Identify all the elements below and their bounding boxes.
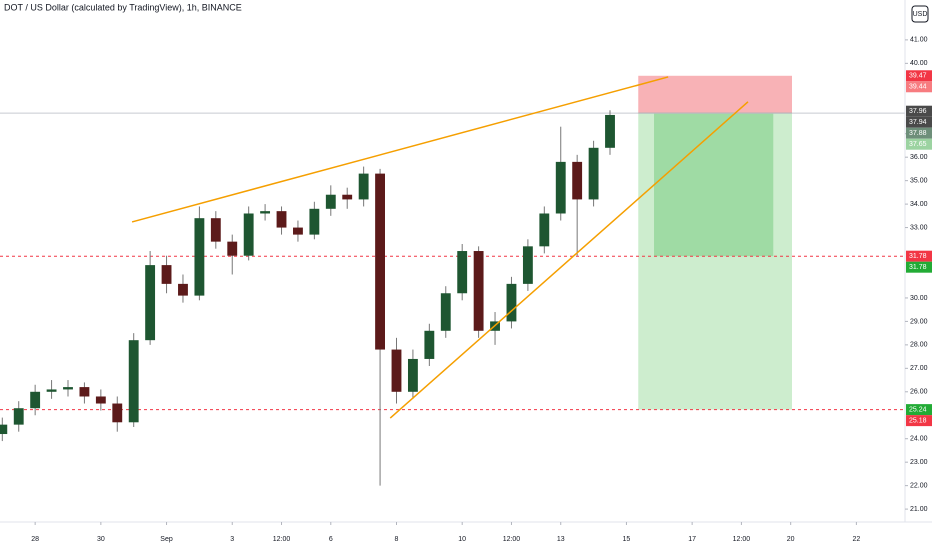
x-tick-label: 17 xyxy=(688,536,696,543)
x-tick-label: 15 xyxy=(623,536,631,543)
currency-badge[interactable] xyxy=(911,5,929,23)
candle-body xyxy=(63,387,73,390)
y-tick-label: 35.00 xyxy=(910,177,928,184)
price-tag xyxy=(906,116,932,128)
reached-zone xyxy=(654,113,774,257)
candle-body xyxy=(605,114,615,148)
candle-body xyxy=(145,265,156,341)
y-tick-label: 23.00 xyxy=(910,459,928,466)
price-tag-label: 31.78 xyxy=(909,264,927,271)
y-tick-label: 36.00 xyxy=(910,154,928,161)
candle-body xyxy=(293,227,303,235)
candle-body xyxy=(407,358,418,392)
candle-body xyxy=(30,391,41,409)
candle-body xyxy=(325,194,336,209)
x-tick-label: 13 xyxy=(557,536,565,543)
candle-body xyxy=(358,173,369,200)
candle-body xyxy=(506,283,517,322)
x-tick-label: 12:00 xyxy=(273,536,291,543)
x-tick-label: 12:00 xyxy=(503,536,521,543)
y-tick-label: 28.00 xyxy=(910,342,928,349)
currency-label: USD xyxy=(913,11,928,18)
x-tick-label: 28 xyxy=(31,536,39,543)
candle-body xyxy=(375,173,385,350)
candle-body xyxy=(457,251,468,294)
price-tag xyxy=(906,415,932,427)
candle-body xyxy=(243,213,254,256)
y-tick-label: 34.00 xyxy=(910,201,928,208)
price-tag-label: 37.94 xyxy=(909,119,927,126)
price-tag-label: 31.78 xyxy=(909,253,927,260)
price-tag xyxy=(906,404,932,416)
candle-body xyxy=(227,241,238,256)
price-tag xyxy=(906,127,932,139)
price-tag-label: 37.65 xyxy=(909,141,927,148)
price-tag xyxy=(906,81,932,93)
y-tick-label: 29.00 xyxy=(910,318,928,325)
candle-body xyxy=(128,340,139,423)
candle-body xyxy=(522,246,533,284)
trend-line xyxy=(389,101,749,419)
price-tag xyxy=(906,105,932,117)
y-tick-label: 40.00 xyxy=(910,60,928,67)
candle-body xyxy=(0,424,8,435)
y-tick-label: 30.00 xyxy=(910,295,928,302)
y-tick-label: 21.00 xyxy=(910,506,928,513)
price-tag-label: 37.96 xyxy=(909,108,927,115)
candle-body xyxy=(391,349,402,392)
price-tag-label: 37.88 xyxy=(909,130,927,137)
candle-body xyxy=(13,408,24,425)
candle-body xyxy=(342,194,353,200)
candle-body xyxy=(555,161,566,214)
candle-body xyxy=(473,251,484,331)
candle-body xyxy=(424,330,435,359)
x-tick-label: Sep xyxy=(160,536,173,543)
candle-body xyxy=(178,283,188,296)
price-tag xyxy=(906,70,932,82)
x-tick-label: 12:00 xyxy=(733,536,751,543)
candle-body xyxy=(260,211,271,214)
y-tick-label: 41.00 xyxy=(910,37,928,44)
candle-body xyxy=(276,211,287,228)
candle-body xyxy=(588,147,599,200)
candle-body xyxy=(161,265,172,284)
x-tick-label: 30 xyxy=(97,536,105,543)
price-tag-label: 25.24 xyxy=(909,406,927,413)
price-tag-label: 25.18 xyxy=(909,417,927,424)
candle-body xyxy=(112,403,123,423)
price-tag-label: 39.44 xyxy=(909,84,927,91)
price-tag xyxy=(906,261,932,273)
candle-body xyxy=(309,208,320,235)
candle-body xyxy=(440,293,451,331)
price-tag-label: 39.47 xyxy=(909,73,927,80)
candle-body xyxy=(95,396,106,404)
x-tick-label: 22 xyxy=(852,536,860,543)
x-tick-label: 8 xyxy=(395,536,399,543)
candle-body xyxy=(210,218,221,242)
y-tick-label: 33.00 xyxy=(910,224,928,231)
trend-line xyxy=(131,76,669,223)
y-tick-label: 26.00 xyxy=(910,389,928,396)
price-tag xyxy=(906,138,932,150)
stop-zone xyxy=(638,75,792,114)
x-tick-label: 6 xyxy=(329,536,333,543)
x-tick-label: 3 xyxy=(230,536,234,543)
y-tick-label: 24.00 xyxy=(910,436,928,443)
x-tick-label: 10 xyxy=(458,536,466,543)
plot-area xyxy=(0,75,905,486)
candle-body xyxy=(46,389,57,392)
y-tick-label: 22.00 xyxy=(910,482,928,489)
candle-body xyxy=(572,161,583,200)
candle-body xyxy=(194,218,205,296)
chart-title: DOT / US Dollar (calculated by TradingVi… xyxy=(4,2,242,12)
candle-body xyxy=(539,213,550,247)
x-tick-label: 20 xyxy=(787,536,795,543)
price-tag xyxy=(906,250,932,262)
y-tick-label: 27.00 xyxy=(910,365,928,372)
candle-body xyxy=(79,387,90,397)
